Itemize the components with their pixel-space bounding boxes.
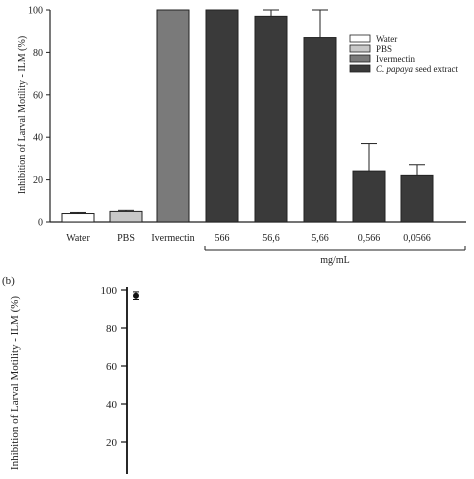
- y-axis-ticks-b: 20 40 60 80 100: [101, 285, 127, 449]
- y-axis-ticks: 0 20 40 60 80 100: [28, 6, 50, 229]
- y-tick-label-b: 40: [106, 399, 118, 411]
- y-axis-label-b: Inhibition of Larval Motility - ILM (%): [9, 296, 21, 470]
- x-tick-label: 5,66: [311, 233, 329, 244]
- x-axis-tick-labels: Water PBS Ivermectin 566 56,6 5,66 0,566 0,0566: [66, 233, 431, 244]
- y-tick-label: 100: [28, 6, 43, 17]
- legend-label: Water: [376, 34, 397, 44]
- y-tick-label-b: 20: [106, 437, 118, 449]
- x-tick-label: 0,0566: [403, 233, 431, 244]
- legend-label: Ivermectin: [376, 54, 415, 64]
- x-tick-label: Water: [66, 233, 90, 244]
- legend-swatch: [349, 54, 371, 63]
- bar: [61, 213, 95, 223]
- legend-label-species: C. papaya: [376, 64, 413, 74]
- data-point: [133, 292, 139, 299]
- y-tick-label-b: 80: [106, 323, 118, 335]
- y-tick-label: 60: [33, 90, 43, 101]
- bar: [352, 170, 386, 223]
- x-tick-label: PBS: [117, 233, 135, 244]
- legend-swatch: [349, 44, 371, 53]
- x-tick-label: 566: [215, 233, 230, 244]
- y-tick-label-b: 60: [106, 361, 118, 373]
- bar: [156, 9, 190, 223]
- bar-chart-panel: Inhibition of Larval Motility - ILM (%) …: [17, 6, 466, 266]
- legend-swatch: [349, 64, 371, 73]
- y-tick-label: 0: [38, 218, 43, 229]
- legend-swatch: [349, 34, 371, 43]
- y-tick-label-b: 100: [101, 285, 118, 297]
- x-tick-label: 0,566: [358, 233, 381, 244]
- x-tick-label: 56,6: [262, 233, 280, 244]
- y-tick-label: 80: [33, 48, 43, 59]
- y-axis-label: Inhibition of Larval Motility - ILM (%): [17, 36, 28, 194]
- x-tick-label: Ivermectin: [151, 233, 194, 244]
- data-points: [133, 291, 139, 300]
- bar: [109, 210, 143, 223]
- y-tick-label: 40: [33, 133, 43, 144]
- legend-label: PBS: [376, 44, 392, 54]
- bar: [254, 15, 288, 223]
- bars: [61, 9, 434, 223]
- legend-label-rest: seed extract: [413, 64, 458, 74]
- bar: [205, 9, 239, 223]
- group-label: mg/mL: [320, 255, 349, 266]
- bar: [400, 174, 434, 223]
- legend-label: C. papaya seed extract: [376, 64, 458, 74]
- y-tick-label: 20: [33, 175, 43, 186]
- bar: [303, 37, 337, 223]
- scatter-chart-panel: (b) Inhibition of Larval Motility - ILM …: [2, 275, 139, 474]
- panel-label: (b): [2, 275, 15, 287]
